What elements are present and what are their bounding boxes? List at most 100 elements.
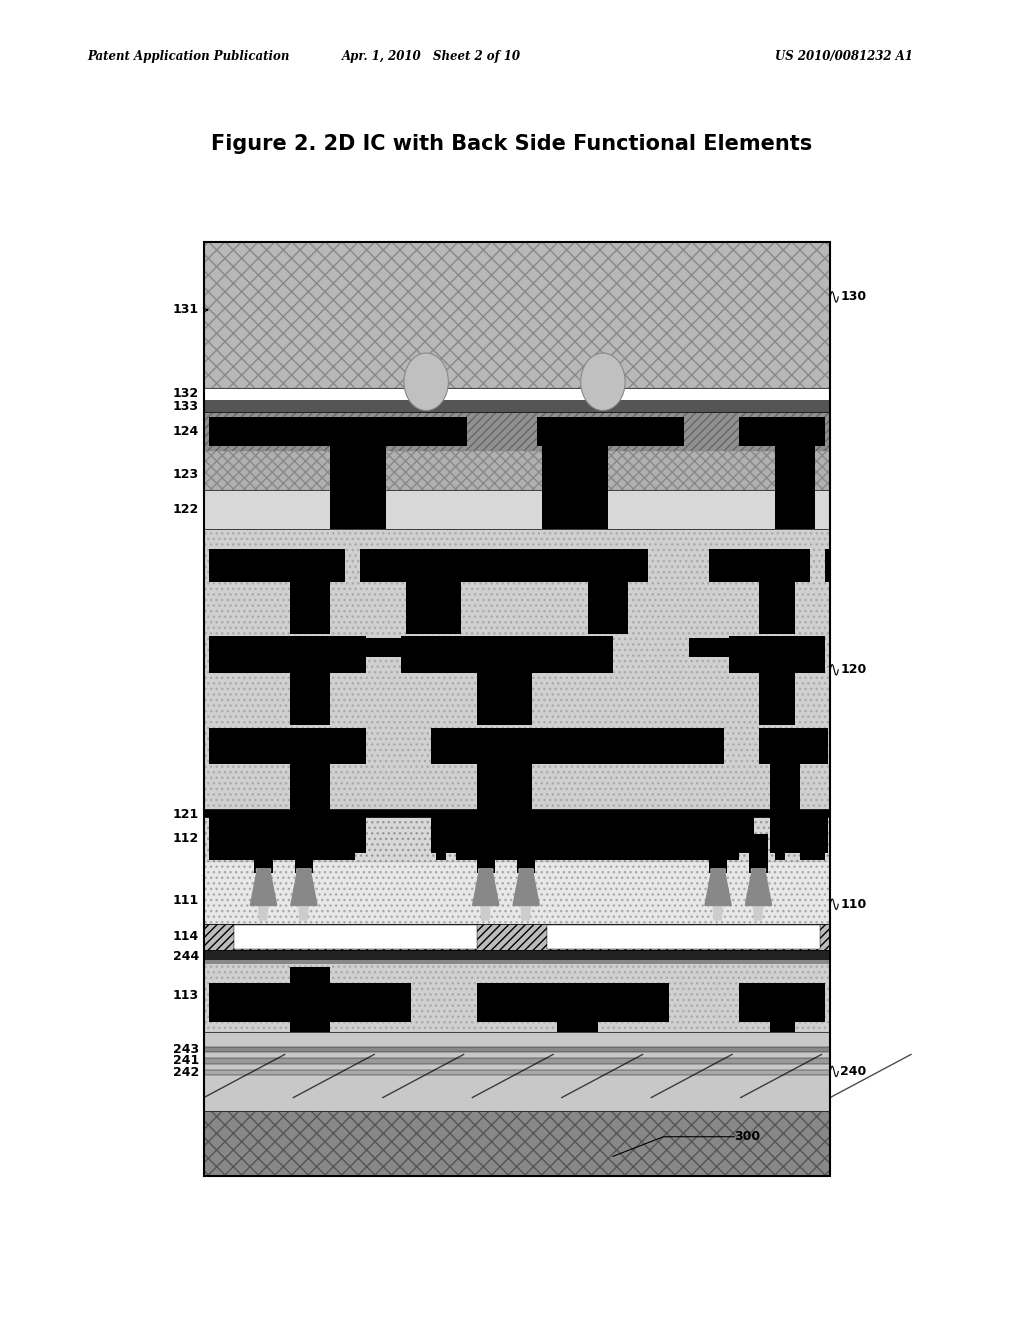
Text: 242: 242 (173, 1067, 199, 1080)
Text: Figure 2. 2D IC with Back Side Functional Elements: Figure 2. 2D IC with Back Side Functiona… (211, 135, 813, 154)
Bar (204, 924, 830, 950)
Bar (538, 417, 684, 446)
Text: 240: 240 (841, 1065, 866, 1078)
Bar (290, 968, 330, 999)
Bar (543, 445, 608, 490)
Bar (770, 1016, 795, 1032)
Bar (204, 862, 830, 924)
Text: 121: 121 (173, 808, 199, 821)
Bar (709, 834, 727, 873)
Bar (204, 451, 830, 490)
Bar (476, 762, 532, 817)
Polygon shape (513, 869, 540, 906)
Bar (290, 762, 330, 817)
Polygon shape (752, 869, 766, 920)
Bar (360, 549, 648, 582)
Bar (548, 925, 820, 949)
Bar (204, 809, 830, 817)
Bar (760, 579, 795, 634)
Bar (750, 834, 768, 873)
Bar (204, 1047, 830, 1052)
Bar (709, 549, 810, 582)
Bar (290, 1016, 330, 1032)
Polygon shape (291, 869, 317, 906)
Bar (557, 1016, 598, 1032)
Bar (204, 412, 830, 451)
Bar (204, 399, 830, 412)
Text: 241: 241 (173, 1055, 199, 1068)
Text: 114: 114 (173, 931, 199, 944)
Text: 113: 113 (173, 989, 199, 1002)
Bar (290, 671, 330, 725)
Bar (476, 982, 669, 1022)
Bar (204, 1032, 830, 1110)
Bar (209, 417, 467, 446)
Bar (770, 817, 828, 853)
Polygon shape (256, 869, 270, 920)
Bar (760, 671, 795, 725)
Bar (436, 834, 446, 859)
Bar (431, 817, 755, 853)
Bar (774, 490, 815, 529)
Bar (548, 925, 820, 949)
Bar (330, 490, 386, 529)
Bar (825, 549, 829, 582)
Text: 122: 122 (173, 503, 199, 516)
Bar (204, 1059, 830, 1064)
Bar (739, 417, 825, 446)
Polygon shape (297, 869, 311, 920)
Text: 243: 243 (173, 1043, 199, 1056)
Text: 244: 244 (173, 950, 199, 964)
Bar (431, 727, 724, 764)
Bar (204, 1071, 830, 1076)
Bar (234, 925, 476, 949)
Bar (330, 445, 386, 490)
Text: 120: 120 (841, 663, 866, 676)
Bar (760, 727, 828, 764)
Text: 111: 111 (173, 894, 199, 907)
Text: 123: 123 (173, 469, 199, 480)
Bar (204, 242, 830, 388)
Text: 124: 124 (173, 425, 199, 438)
Bar (689, 638, 729, 657)
Polygon shape (478, 869, 493, 920)
Bar (406, 579, 462, 634)
Polygon shape (705, 869, 731, 906)
Bar (476, 671, 532, 725)
Bar (774, 834, 784, 859)
Bar (476, 834, 495, 873)
Polygon shape (745, 869, 772, 906)
Bar (204, 817, 830, 862)
Bar (800, 834, 825, 859)
Text: 132: 132 (173, 387, 199, 400)
Circle shape (403, 352, 449, 411)
Text: Apr. 1, 2010   Sheet 2 of 10: Apr. 1, 2010 Sheet 2 of 10 (342, 50, 520, 63)
Polygon shape (519, 869, 534, 920)
Bar (204, 1110, 830, 1176)
Bar (204, 950, 830, 961)
Bar (204, 242, 830, 1176)
Bar (543, 490, 608, 529)
Bar (209, 636, 366, 673)
Bar (739, 982, 825, 1022)
Polygon shape (711, 869, 725, 920)
Bar (774, 445, 815, 490)
Bar (204, 961, 830, 1032)
Bar (588, 579, 628, 634)
Bar (770, 762, 800, 817)
Bar (457, 834, 739, 859)
Bar (209, 817, 366, 853)
Bar (209, 982, 411, 1022)
Bar (517, 834, 536, 873)
Bar (204, 490, 830, 529)
Text: US 2010/0081232 A1: US 2010/0081232 A1 (774, 50, 912, 63)
Bar (209, 549, 345, 582)
Bar (209, 727, 366, 764)
Bar (360, 638, 406, 657)
Text: 300: 300 (734, 1130, 761, 1143)
Bar (234, 925, 476, 949)
Bar (729, 636, 825, 673)
Text: 110: 110 (841, 898, 866, 911)
Polygon shape (251, 869, 276, 906)
Text: 112: 112 (173, 833, 199, 845)
